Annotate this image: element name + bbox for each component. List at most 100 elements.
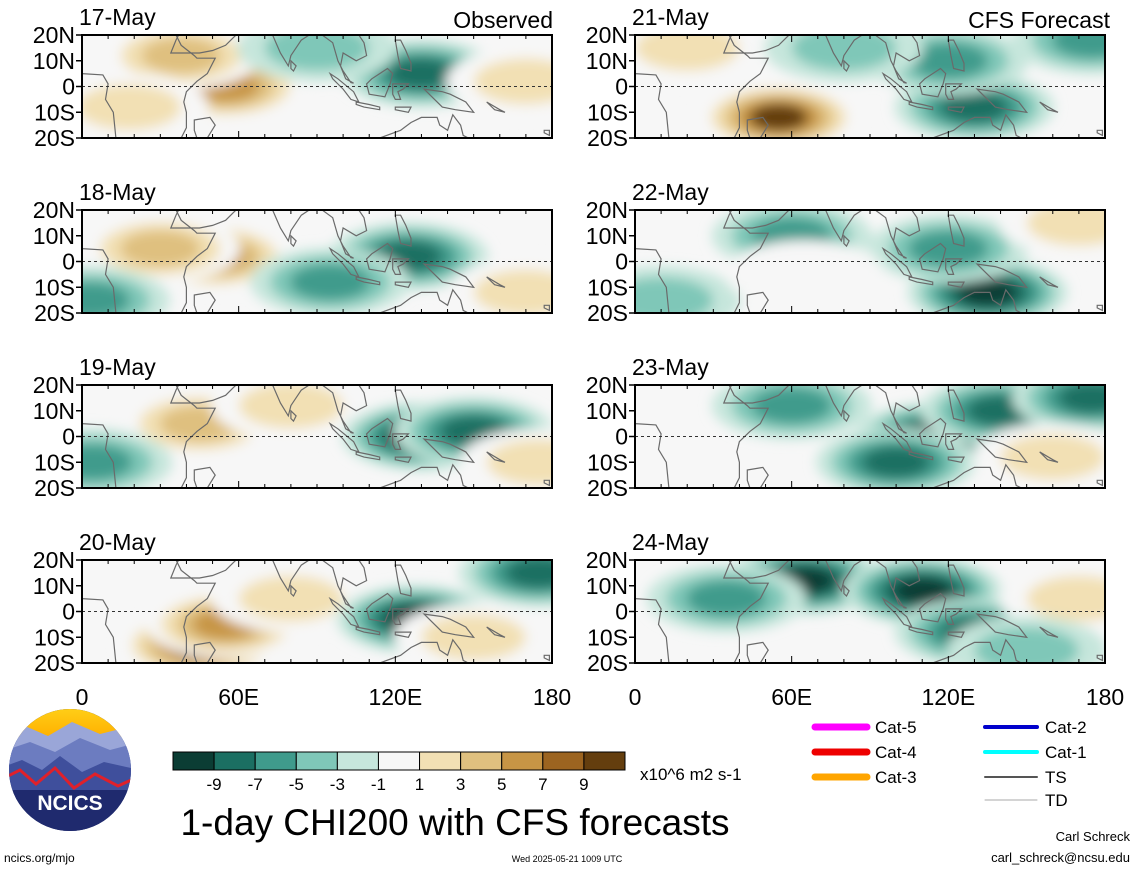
colorbar-unit-label: x10^6 m2 s-1 — [640, 765, 742, 784]
anomaly-band-4-3 — [265, 25, 369, 71]
colorbar-tick-label: 1 — [415, 775, 424, 794]
y-tick-label: 10N — [33, 398, 75, 424]
y-tick-label: 0 — [62, 74, 75, 100]
y-tick-label: 20N — [586, 372, 628, 398]
y-tick-label: 10S — [34, 624, 75, 650]
panel-title: 21-May — [632, 4, 709, 30]
legend-label-TS: TS — [1045, 768, 1067, 787]
y-tick-label: 10S — [587, 449, 628, 475]
colorbar-swatch — [173, 752, 214, 770]
anomaly-band-4-3 — [1027, 576, 1131, 622]
x-tick-label: 180 — [533, 684, 571, 710]
y-tick-label: 10S — [587, 624, 628, 650]
y-tick-label: 20S — [34, 300, 75, 326]
footer-email: carl_schreck@ncsu.edu — [991, 850, 1130, 865]
x-tick-label: 120E — [368, 684, 422, 710]
y-tick-label: 20N — [586, 197, 628, 223]
x-tick-label: 60E — [771, 684, 812, 710]
y-tick-label: 0 — [615, 249, 628, 275]
anomaly-band-3-5 — [290, 264, 370, 300]
y-tick-label: 10N — [586, 223, 628, 249]
legend-label-TD: TD — [1045, 791, 1068, 810]
colorbar-tick-label: -3 — [330, 775, 345, 794]
y-tick-label: 0 — [615, 424, 628, 450]
panels-group: 20N10N010S20S17-May20N10N010S20S18-May20… — [10, 4, 1135, 684]
y-tick-label: 20N — [586, 547, 628, 573]
anomaly-band-1-7 — [863, 447, 930, 478]
footer-timestamp: Wed 2025-05-21 1009 UTC — [512, 854, 623, 864]
colorbar-tick-label: -9 — [207, 775, 222, 794]
colorbar-swatch — [420, 752, 461, 770]
colorbar-tick-label: 5 — [497, 775, 506, 794]
colorbar-swatch — [296, 752, 337, 770]
y-tick-label: 0 — [62, 249, 75, 275]
colorbar-swatch — [461, 752, 502, 770]
colorbar-swatch — [214, 752, 255, 770]
y-tick-label: 20N — [33, 372, 75, 398]
y-tick-label: 20S — [34, 475, 75, 501]
panel-title: 17-May — [79, 4, 156, 30]
y-tick-label: 10N — [586, 573, 628, 599]
legend-label-Cat-1: Cat-1 — [1045, 743, 1087, 762]
anomaly-band-4-7 — [506, 558, 573, 589]
colorbar-swatch — [584, 752, 625, 770]
anomaly-band-4-3 — [1027, 200, 1131, 246]
y-tick-label: 0 — [615, 74, 628, 100]
y-tick-label: 10N — [586, 398, 628, 424]
x-tick-label: 60E — [218, 684, 259, 710]
colorbar-swatch — [378, 752, 419, 770]
y-tick-label: 10N — [33, 223, 75, 249]
y-tick-label: 10N — [33, 48, 75, 74]
colorbar-swatch — [502, 752, 543, 770]
legend-label-Cat-3: Cat-3 — [875, 768, 917, 787]
y-tick-label: 20N — [586, 22, 628, 48]
anomaly-band-5-3 — [1001, 434, 1105, 480]
logo-text: NCICS — [37, 792, 102, 815]
anomaly-band-5-1 — [725, 240, 885, 308]
y-tick-label: 10N — [586, 48, 628, 74]
panel-title: 19-May — [79, 354, 156, 380]
panel-plot-area — [635, 364, 1135, 496]
y-tick-label: 0 — [615, 599, 628, 625]
y-tick-label: 10S — [34, 449, 75, 475]
colorbar-tick-label: 9 — [579, 775, 588, 794]
anomaly-band-5-3 — [474, 270, 578, 316]
anomaly-band-1-5 — [141, 38, 221, 74]
legend-label-Cat-5: Cat-5 — [875, 718, 917, 737]
anomaly-band-1-3 — [635, 25, 739, 71]
legend-label-Cat-2: Cat-2 — [1045, 718, 1087, 737]
anomaly-band-4-7 — [1059, 383, 1126, 414]
y-tick-label: 20N — [33, 22, 75, 48]
y-tick-label: 10S — [587, 274, 628, 300]
y-tick-label: 10S — [34, 274, 75, 300]
colorbar-tick-label: 3 — [456, 775, 465, 794]
panel-title: 18-May — [79, 179, 156, 205]
ncics-logo: NCICS — [0, 705, 140, 835]
track-legend: Cat-5 Cat-4 Cat-3 Cat-2 Cat-1 TS TD — [815, 718, 1087, 810]
legend-label-Cat-4: Cat-4 — [875, 743, 917, 762]
y-tick-label: 0 — [62, 599, 75, 625]
x-tick-label: 180 — [1086, 684, 1124, 710]
y-tick-label: 20S — [587, 300, 628, 326]
panel-title: 23-May — [632, 354, 709, 380]
colorbar-tick-label: -1 — [371, 775, 386, 794]
anomaly-band-5-3 — [474, 59, 578, 105]
y-tick-label: 10S — [587, 99, 628, 125]
panel-plot-area — [10, 202, 606, 334]
panel-title: 20-May — [79, 529, 156, 555]
forecast-label: CFS Forecast — [968, 7, 1110, 33]
y-tick-label: 20S — [587, 125, 628, 151]
y-tick-label: 10S — [34, 99, 75, 125]
anomaly-band-5-3 — [975, 627, 1079, 673]
footer-author: Carl Schreck — [1056, 829, 1131, 844]
